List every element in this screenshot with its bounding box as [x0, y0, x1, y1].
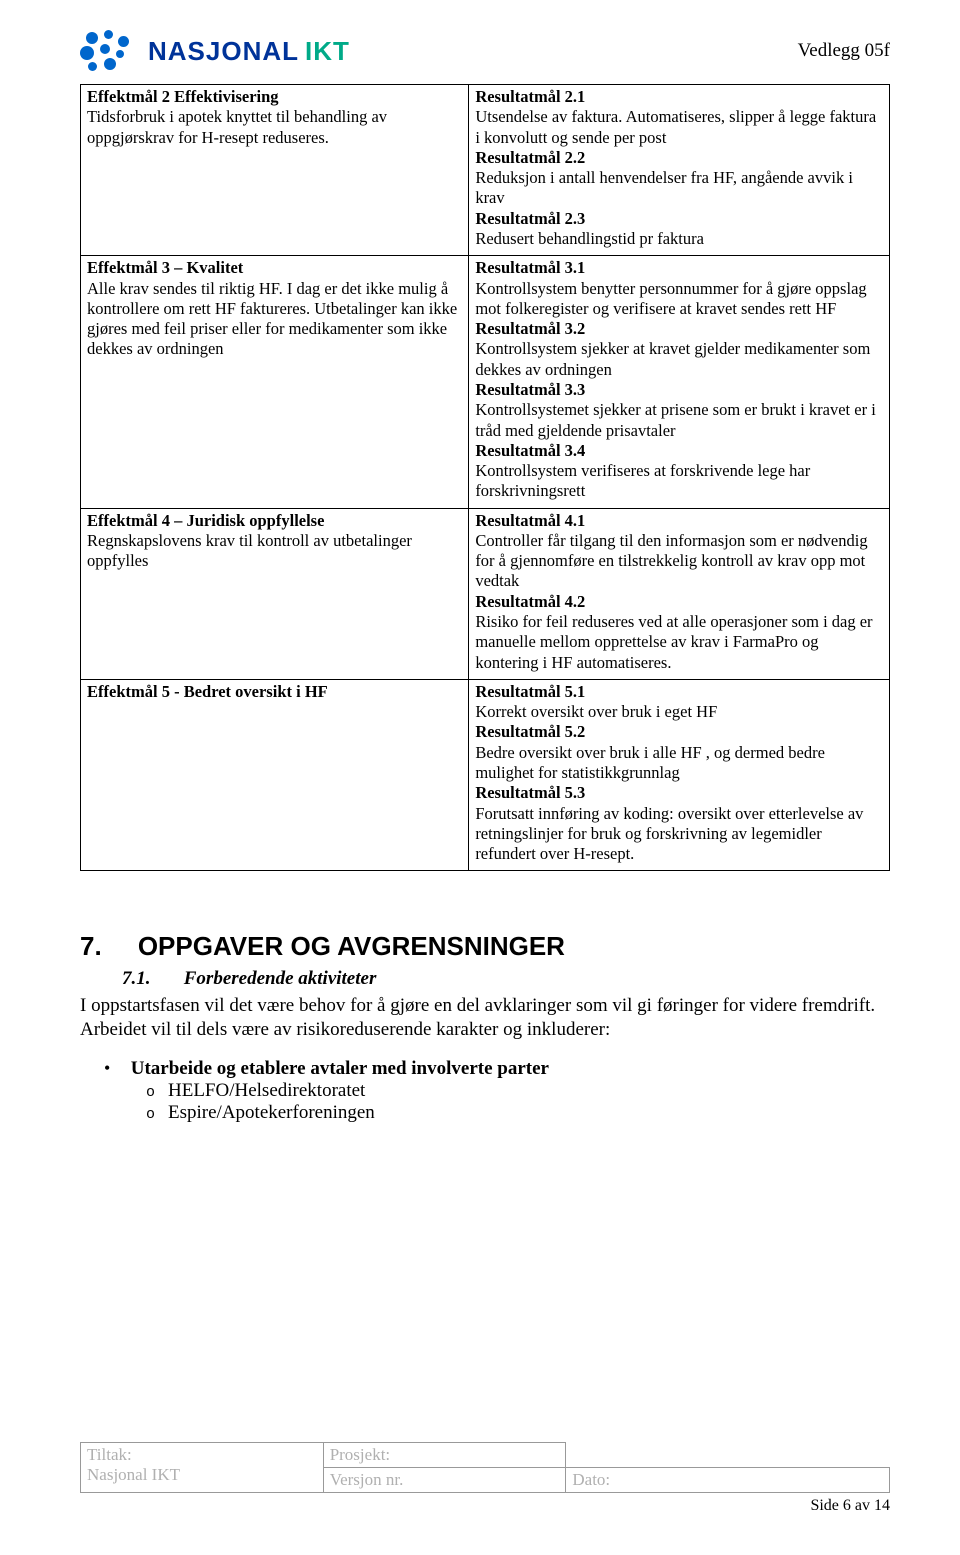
effect-goal-cell: Effektmål 4 – Juridisk oppfyllelseRegnsk… — [81, 508, 469, 679]
goals-table: Effektmål 2 EffektiviseringTidsforbruk i… — [80, 84, 890, 871]
logo: NASJONAL IKT — [80, 30, 350, 72]
footer-tiltak-label: Tiltak: — [87, 1445, 132, 1464]
result-goal-title: Resultatmål 5.2 — [475, 722, 883, 742]
effect-goal-body: Tidsforbruk i apotek knyttet til behandl… — [87, 107, 462, 148]
result-goal-body: Controller får tilgang til den informasj… — [475, 531, 883, 592]
result-goal-body: Kontrollsystem verifiseres at forskriven… — [475, 461, 883, 502]
result-goal-body: Bedre oversikt over bruk i alle HF , og … — [475, 743, 883, 784]
result-goal-title: Resultatmål 3.1 — [475, 258, 883, 278]
bullet-list: Utarbeide og etablere avtaler med involv… — [126, 1058, 890, 1124]
result-goal-body: Korrekt oversikt over bruk i eget HF — [475, 702, 883, 722]
result-goal-cell: Resultatmål 5.1Korrekt oversikt over bru… — [469, 679, 890, 871]
effect-goal-title: Effektmål 2 Effektivisering — [87, 87, 462, 107]
result-goal-title: Resultatmål 2.2 — [475, 148, 883, 168]
table-row: Effektmål 4 – Juridisk oppfyllelseRegnsk… — [81, 508, 890, 679]
result-goal-title: Resultatmål 3.3 — [475, 380, 883, 400]
result-goal-body: Kontrollsystemet sjekker at prisene som … — [475, 400, 883, 441]
logo-text: NASJONAL IKT — [148, 36, 350, 67]
table-row: Effektmål 3 – KvalitetAlle krav sendes t… — [81, 256, 890, 508]
footer-nasjonal: Nasjonal IKT — [87, 1465, 180, 1484]
effect-goal-cell: Effektmål 2 EffektiviseringTidsforbruk i… — [81, 85, 469, 256]
section-number: 7. — [80, 931, 102, 961]
section-body: I oppstartsfasen vil det være behov for … — [80, 994, 890, 1042]
effect-goal-cell: Effektmål 5 - Bedret oversikt i HF — [81, 679, 469, 871]
result-goal-cell: Resultatmål 4.1Controller får tilgang ti… — [469, 508, 890, 679]
result-goal-body: Risiko for feil reduseres ved at alle op… — [475, 612, 883, 673]
effect-goal-cell: Effektmål 3 – KvalitetAlle krav sendes t… — [81, 256, 469, 508]
bullet-text: Utarbeide og etablere avtaler med involv… — [131, 1058, 549, 1079]
section-heading: 7. OPPGAVER OG AVGRENSNINGER — [80, 931, 890, 962]
subsection-number: 7.1. — [122, 968, 151, 989]
subsection-heading: 7.1. Forberedende aktiviteter — [122, 968, 890, 990]
logo-word-1: NASJONAL — [148, 36, 299, 67]
result-goal-title: Resultatmål 4.2 — [475, 592, 883, 612]
attachment-label: Vedlegg 05f — [798, 40, 890, 62]
subsection-title: Forberedende aktiviteter — [184, 968, 377, 989]
page-number: Side 6 av 14 — [80, 1497, 890, 1515]
result-goal-body: Forutsatt innføring av koding: oversikt … — [475, 804, 883, 865]
effect-goal-body: Regnskapslovens krav til kontroll av utb… — [87, 531, 462, 572]
result-goal-body: Reduksjon i antall henvendelser fra HF, … — [475, 168, 883, 209]
table-row: Effektmål 2 EffektiviseringTidsforbruk i… — [81, 85, 890, 256]
table-row: Effektmål 5 - Bedret oversikt i HF Result… — [81, 679, 890, 871]
footer-dato-label: Dato: — [572, 1470, 610, 1489]
section-title: OPPGAVER OG AVGRENSNINGER — [138, 931, 565, 961]
result-goal-body: Kontrollsystem benytter personnummer for… — [475, 279, 883, 320]
result-goal-cell: Resultatmål 3.1Kontrollsystem benytter p… — [469, 256, 890, 508]
effect-goal-title: Effektmål 5 - Bedret oversikt i HF — [87, 682, 462, 702]
result-goal-title: Resultatmål 2.1 — [475, 87, 883, 107]
result-goal-title: Resultatmål 2.3 — [475, 209, 883, 229]
logo-word-2: IKT — [305, 36, 350, 67]
result-goal-title: Resultatmål 3.2 — [475, 319, 883, 339]
result-goal-title: Resultatmål 5.1 — [475, 682, 883, 702]
result-goal-cell: Resultatmål 2.1Utsendelse av faktura. Au… — [469, 85, 890, 256]
result-goal-title: Resultatmål 4.1 — [475, 511, 883, 531]
effect-goal-title: Effektmål 4 – Juridisk oppfyllelse — [87, 511, 462, 531]
list-item: Utarbeide og etablere avtaler med involv… — [126, 1058, 890, 1124]
effect-goal-body: Alle krav sendes til riktig HF. I dag er… — [87, 279, 462, 360]
page-footer: Tiltak: Nasjonal IKT Prosjekt: Versjon n… — [80, 1442, 890, 1515]
footer-table: Tiltak: Nasjonal IKT Prosjekt: Versjon n… — [80, 1442, 890, 1493]
sub-list: HELFO/HelsedirektoratetEspire/Apotekerfo… — [168, 1080, 890, 1124]
sub-list-item: Espire/Apotekerforeningen — [168, 1102, 890, 1124]
result-goal-body: Kontrollsystem sjekker at kravet gjelder… — [475, 339, 883, 380]
result-goal-title: Resultatmål 3.4 — [475, 441, 883, 461]
result-goal-body: Utsendelse av faktura. Automatiseres, sl… — [475, 107, 883, 148]
result-goal-title: Resultatmål 5.3 — [475, 783, 883, 803]
effect-goal-title: Effektmål 3 – Kvalitet — [87, 258, 462, 278]
logo-dots-icon — [80, 30, 138, 72]
result-goal-body: Redusert behandlingstid pr faktura — [475, 229, 883, 249]
footer-prosjekt-label: Prosjekt: — [330, 1445, 390, 1464]
sub-list-item: HELFO/Helsedirektoratet — [168, 1080, 890, 1102]
footer-versjon-label: Versjon nr. — [330, 1470, 404, 1489]
page-header: NASJONAL IKT Vedlegg 05f — [80, 30, 890, 72]
